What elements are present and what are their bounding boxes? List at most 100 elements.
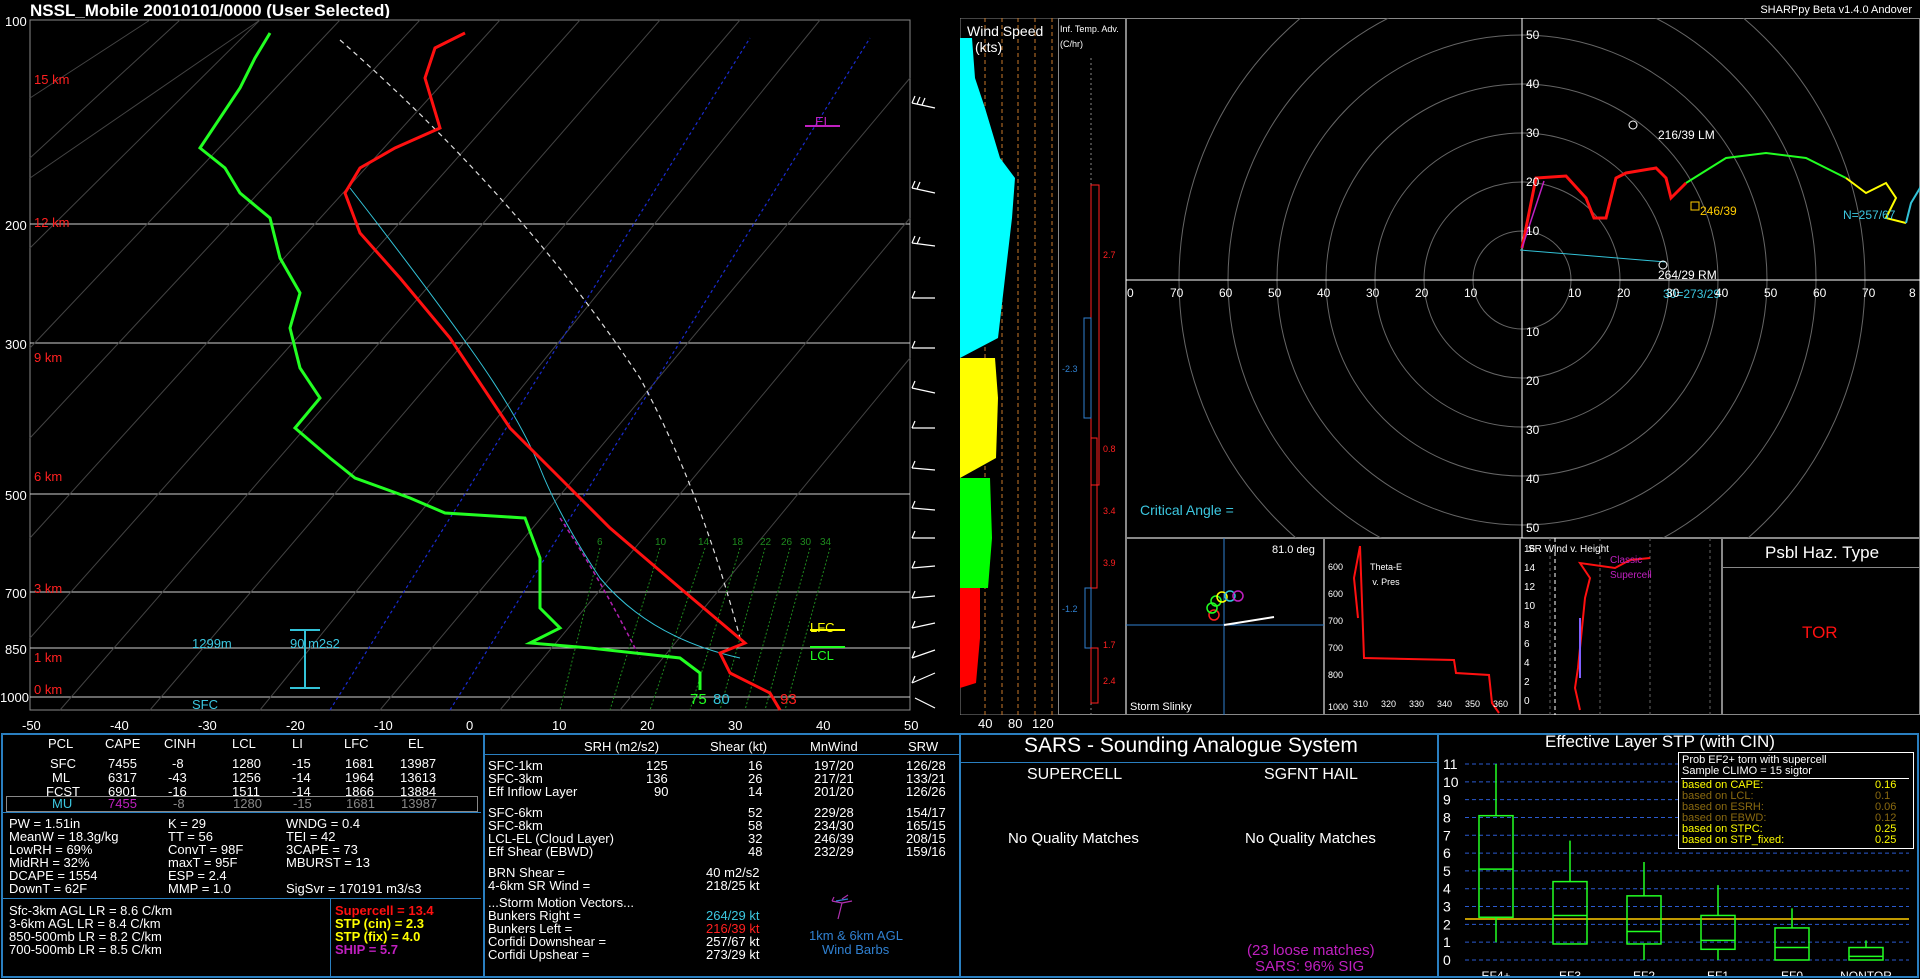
- kin-cell: SFC-3km: [488, 771, 543, 786]
- kin-cell: 201/20: [814, 784, 854, 799]
- sr-y-tick: 14: [1524, 563, 1536, 574]
- brn-label: BRN Shear =: [488, 865, 565, 880]
- stp-fix: STP (fix) = 4.0: [335, 929, 421, 944]
- sr-y-tick: 8: [1524, 620, 1530, 631]
- mixing-label: 6: [597, 537, 603, 548]
- sars-panel: [959, 733, 1439, 978]
- barb-caption: 1km & 6km AGL: [809, 928, 903, 943]
- parcel-cell: 1681: [345, 756, 374, 771]
- legend-row: based on STP_fixed:: [1682, 834, 1785, 846]
- theta-x-tick: 360: [1493, 699, 1509, 709]
- wind-barb-icon: [831, 894, 853, 920]
- temp-label: -30: [198, 718, 217, 733]
- mean-wind-label: 246/39: [1700, 204, 1737, 218]
- vectors-title: ...Storm Motion Vectors...: [488, 895, 634, 910]
- hodo-y-tick: 10: [1526, 224, 1540, 238]
- sfc-wetbulb: 80: [713, 691, 730, 708]
- wind-speed-panel: [960, 18, 1060, 715]
- pressure-label: 500: [5, 488, 27, 503]
- parcel-cell: 13987: [400, 756, 437, 771]
- stp-category-label: EF2: [1633, 969, 1655, 976]
- hodograph-panel[interactable]: [1126, 18, 1920, 538]
- kin-cell: 16: [748, 758, 763, 773]
- legend-title: Prob EF2+ torn with supercell: [1682, 754, 1827, 766]
- hodo-y-tick: 10: [1526, 325, 1540, 339]
- temp-label: -10: [374, 718, 393, 733]
- parcel-panel: [1, 733, 485, 978]
- parcel-row-selected[interactable]: MU 7455 -8 1280 -15 1681 13987: [6, 796, 478, 812]
- kin-cell: SFC-8km: [488, 818, 543, 833]
- hazard-title: Psbl Haz. Type: [1765, 543, 1880, 562]
- theta-y-tick: 800: [1328, 670, 1344, 680]
- theta-x-tick: 320: [1381, 699, 1397, 709]
- stp-box: [1626, 862, 1662, 960]
- kin-cell: 52: [748, 805, 763, 820]
- index-value: DCAPE = 1554: [9, 868, 98, 883]
- parcel-cell: 6317: [108, 770, 137, 785]
- stp-category-label: NONTOR: [1840, 969, 1892, 976]
- index-value: MBURST = 13: [286, 855, 370, 870]
- theta-y-tick: 600: [1328, 589, 1344, 599]
- stp-y-tick: 5: [1443, 863, 1451, 879]
- version-label: SHARPpy Beta v1.4.0 Andover: [1760, 4, 1912, 16]
- pressure-label: 200: [5, 218, 27, 233]
- kin-cell: 229/28: [814, 805, 854, 820]
- temp-label: 0: [466, 718, 474, 733]
- critical-angle: Critical Angle =: [1140, 502, 1234, 518]
- stp-y-tick: 9: [1443, 792, 1451, 808]
- ws-axis: 80: [1008, 716, 1023, 731]
- hodo-x-tick: 70: [1862, 286, 1876, 300]
- el-label: EL: [815, 114, 831, 129]
- index-value: TT = 56: [168, 829, 213, 844]
- stp-cin: STP (cin) = 2.3: [335, 916, 424, 931]
- kin-cell: SFC-1km: [488, 758, 543, 773]
- rm-label: 264/29 RM: [1658, 268, 1717, 282]
- parcel-cell: -14: [292, 770, 311, 785]
- kin-header: Shear (kt): [710, 739, 768, 754]
- kin-cell: 48: [748, 844, 763, 859]
- parcel-cell: 1280: [232, 756, 261, 771]
- adv-value: -1.2: [1062, 604, 1078, 614]
- pressure-label: 100: [5, 14, 27, 29]
- legend-subtitle: Sample CLIMO = 15 sigtor: [1682, 765, 1812, 777]
- sr-wind-label: 4-6km SR Wind =: [488, 878, 591, 893]
- parcel-cell: 7455: [108, 796, 137, 811]
- vector-label: Corfidi Upshear =: [488, 947, 590, 962]
- parcel-header: CINH: [164, 736, 196, 751]
- index-value: maxT = 95F: [168, 855, 238, 870]
- sr-y-tick: 16: [1524, 544, 1536, 555]
- legend-value: 0.12: [1875, 812, 1897, 824]
- skewt-panel[interactable]: [0, 18, 960, 733]
- height-label: 9 km: [34, 350, 63, 365]
- kin-cell: 126/26: [906, 784, 946, 799]
- corfidi-up-label: 30=273/29: [1663, 287, 1721, 301]
- index-value: ConvT = 98F: [168, 842, 244, 857]
- parcel-cell: 6901: [108, 784, 137, 799]
- sr-y-tick: 6: [1524, 639, 1530, 650]
- index-value: MeanW = 18.3g/kg: [9, 829, 119, 844]
- slinky-angle: 81.0 deg: [1272, 544, 1315, 556]
- kin-cell: 154/17: [906, 805, 946, 820]
- adv-value: 2.4: [1103, 676, 1116, 686]
- hodo-x-tick: 20: [1415, 286, 1429, 300]
- index-value: MidRH = 32%: [9, 855, 90, 870]
- parcel-cell: ML: [52, 770, 71, 785]
- kin-cell: Eff Shear (EBWD): [488, 844, 594, 859]
- brn-value: 40 m2/s2: [706, 865, 760, 880]
- kin-cell: 90: [654, 784, 669, 799]
- theta-x-tick: 350: [1465, 699, 1481, 709]
- theta-x-tick: 330: [1409, 699, 1425, 709]
- sr-wind-value: 218/25 kt: [706, 878, 760, 893]
- parcel-cell: -43: [168, 770, 187, 785]
- sr-y-tick: 10: [1524, 601, 1536, 612]
- vector-label: Bunkers Right =: [488, 908, 581, 923]
- legend-row: based on CAPE:: [1682, 779, 1764, 791]
- lapse-rate: 3-6km AGL LR = 8.4 C/km: [9, 916, 161, 931]
- adv-value: 3.9: [1103, 558, 1116, 568]
- sfc-temp: 93: [780, 691, 797, 708]
- sars-sig: SARS: 96% SIG: [1255, 958, 1365, 975]
- slinky-label: Storm Slinky: [1130, 701, 1192, 713]
- sars-hail: SGFNT HAIL: [1264, 766, 1358, 783]
- pressure-label: 1000: [0, 690, 29, 705]
